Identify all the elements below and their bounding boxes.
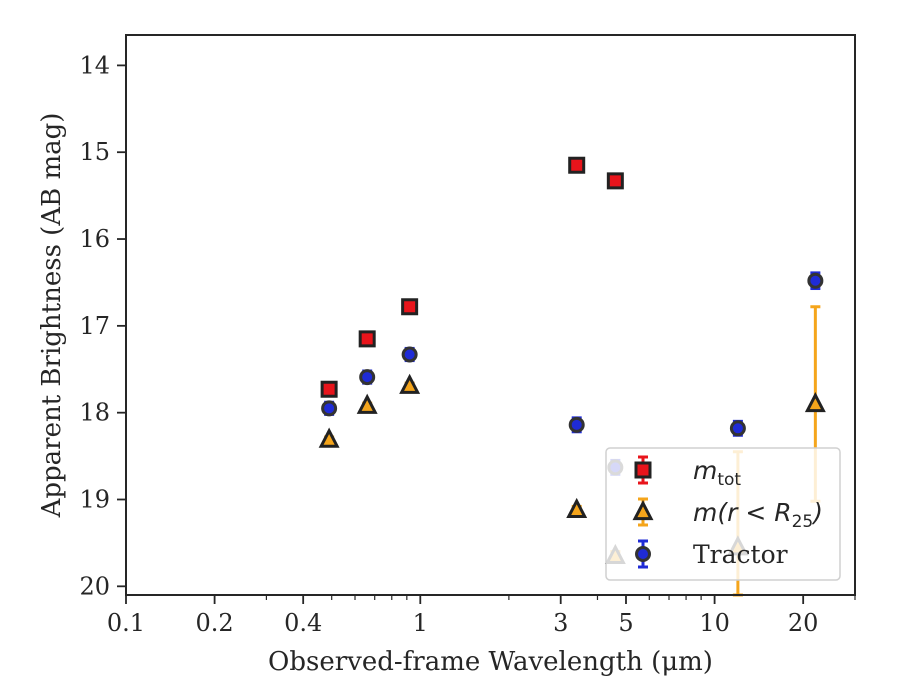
legend-marker <box>635 546 651 562</box>
data-point <box>401 346 418 363</box>
x-tick-label: 0.2 <box>196 609 234 637</box>
data-point <box>356 393 378 414</box>
data-point <box>606 172 624 190</box>
data-point <box>807 272 824 289</box>
y-axis-label: Apparent Brightness (AB mag) <box>37 113 67 519</box>
plot-frame <box>125 34 856 596</box>
x-tick-label: 5 <box>618 609 633 637</box>
data-point <box>804 391 826 413</box>
series-square <box>320 156 624 398</box>
x-axis-ticks: 0.1 0.2 0.4 1 3 5 10 20 <box>107 595 856 637</box>
y-tick-label: 18 <box>79 399 110 427</box>
x-tick-label: 10 <box>699 609 730 637</box>
y-axis-ticks: 14 15 16 17 18 19 20 <box>79 51 126 600</box>
y-tick-label: 20 <box>79 572 110 600</box>
legend-label: m(r < R25) <box>693 498 823 532</box>
data-point <box>568 156 586 174</box>
data-point <box>729 420 746 437</box>
data-point <box>320 380 338 398</box>
series-circle <box>321 271 824 476</box>
data-point <box>399 373 421 394</box>
x-tick-label: 20 <box>788 609 819 637</box>
y-tick-label: 19 <box>79 485 110 513</box>
data-point <box>358 330 376 348</box>
data-point <box>359 369 376 386</box>
data-point <box>401 298 419 316</box>
legend-marker <box>632 499 654 521</box>
data-point <box>321 400 338 417</box>
x-tick-label: 1 <box>413 609 428 637</box>
legend: mtot m(r < R25) Tractor <box>605 447 841 581</box>
x-tick-label: 3 <box>553 609 568 637</box>
y-tick-label: 17 <box>79 312 110 340</box>
legend-label: mtot <box>693 456 741 490</box>
data-point <box>566 497 588 519</box>
x-tick-label: 0.4 <box>284 609 322 637</box>
x-axis-label: Observed-frame Wavelength (μm) <box>268 647 713 677</box>
y-tick-label: 15 <box>79 138 110 166</box>
legend-label: Tractor <box>693 540 788 569</box>
y-tick-label: 16 <box>79 225 110 253</box>
data-point <box>568 416 585 433</box>
data-point <box>318 427 340 448</box>
legend-marker <box>634 461 652 479</box>
legend-box <box>605 447 841 581</box>
x-tick-label: 0.1 <box>107 609 145 637</box>
y-tick-label: 14 <box>79 51 110 79</box>
